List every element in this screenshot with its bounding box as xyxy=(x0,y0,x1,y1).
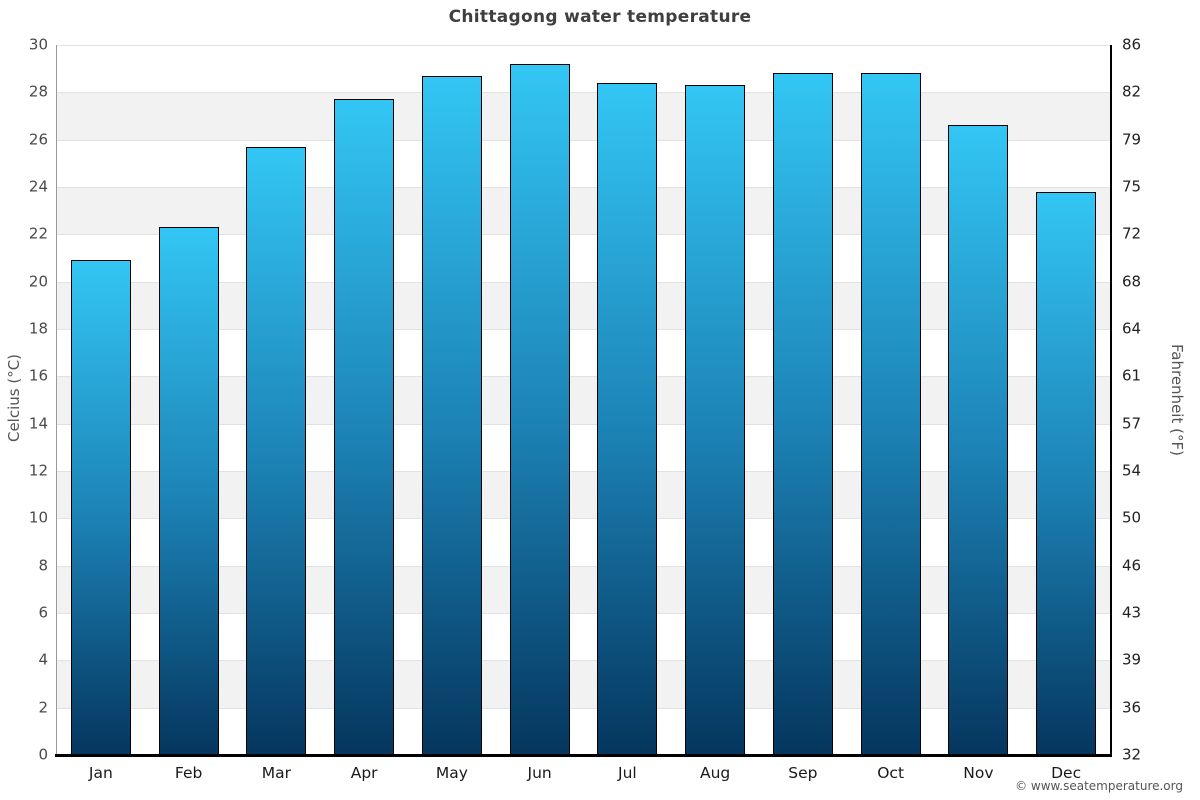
y-tick-label-fahrenheit: 68 xyxy=(1122,272,1142,291)
y-axis-line-left xyxy=(55,45,57,755)
gridline xyxy=(57,329,1110,330)
plot-band xyxy=(57,471,1110,519)
y-tick-label-fahrenheit: 36 xyxy=(1122,698,1142,717)
plot-band xyxy=(57,613,1110,661)
y-tick-label-celsius: 20 xyxy=(28,272,48,291)
gridline xyxy=(57,660,1110,661)
y-tick-label-celsius: 8 xyxy=(38,556,48,575)
y-tick-label-celsius: 26 xyxy=(28,130,48,149)
bar-may xyxy=(421,75,482,755)
gridline xyxy=(57,424,1110,425)
bar-jul xyxy=(597,82,658,755)
x-tick-label-may: May xyxy=(435,764,468,782)
y-tick-label-celsius: 18 xyxy=(28,319,48,338)
x-tick-label-jan: Jan xyxy=(88,764,113,782)
plot-band xyxy=(57,92,1110,140)
gridline xyxy=(57,471,1110,472)
y-tick-label-fahrenheit: 75 xyxy=(1122,177,1142,196)
plot-band xyxy=(57,187,1110,235)
plot-band xyxy=(57,329,1110,377)
y-tick-label-fahrenheit: 54 xyxy=(1122,461,1142,480)
gridline xyxy=(57,566,1110,567)
y-axis-title-fahrenheit: Fahrenheit (°F) xyxy=(1168,344,1186,456)
y-tick-label-celsius: 0 xyxy=(38,745,48,764)
y-tick-label-fahrenheit: 86 xyxy=(1122,35,1142,54)
x-tick-label-mar: Mar xyxy=(261,764,291,782)
y-tick-label-fahrenheit: 64 xyxy=(1122,319,1142,338)
gridline xyxy=(57,282,1110,283)
y-tick-label-celsius: 30 xyxy=(28,35,48,54)
gridline xyxy=(57,234,1110,235)
bar-jan xyxy=(70,260,131,755)
x-tick-label-jul: Jul xyxy=(618,764,637,782)
y-tick-label-celsius: 24 xyxy=(28,177,48,196)
x-tick-label-feb: Feb xyxy=(174,764,203,782)
y-tick-label-fahrenheit: 79 xyxy=(1122,130,1142,149)
plot-band xyxy=(57,707,1110,755)
gridline xyxy=(57,376,1110,377)
y-tick-label-fahrenheit: 50 xyxy=(1122,508,1142,527)
x-tick-label-oct: Oct xyxy=(877,764,905,782)
y-tick-label-celsius: 4 xyxy=(38,650,48,669)
bar-sep xyxy=(772,73,833,755)
plot-band xyxy=(57,518,1110,566)
plot-band xyxy=(57,45,1110,93)
x-tick-label-apr: Apr xyxy=(350,764,378,782)
y-tick-label-celsius: 6 xyxy=(38,603,48,622)
bar-oct xyxy=(860,73,921,755)
y-tick-label-celsius: 16 xyxy=(28,366,48,385)
bar-apr xyxy=(334,99,395,755)
bar-aug xyxy=(685,85,746,755)
gridline xyxy=(57,613,1110,614)
y-tick-label-fahrenheit: 57 xyxy=(1122,414,1142,433)
x-tick-label-aug: Aug xyxy=(699,764,731,782)
plot-band xyxy=(57,660,1110,708)
plot-band xyxy=(57,423,1110,471)
chart-title: Chittagong water temperature xyxy=(448,7,752,27)
y-tick-label-fahrenheit: 39 xyxy=(1122,650,1142,669)
plot-area xyxy=(57,45,1110,756)
gridline xyxy=(57,708,1110,709)
y-tick-label-celsius: 28 xyxy=(28,82,48,101)
y-tick-label-celsius: 22 xyxy=(28,224,48,243)
x-tick-label-dec: Dec xyxy=(1051,764,1082,782)
y-tick-label-celsius: 12 xyxy=(28,461,48,480)
plot-band xyxy=(57,281,1110,329)
x-axis-line xyxy=(55,754,1112,757)
y-tick-label-fahrenheit: 43 xyxy=(1122,603,1142,622)
gridline xyxy=(57,518,1110,519)
plot-band xyxy=(57,139,1110,187)
gridline xyxy=(57,140,1110,141)
y-axis-line-right xyxy=(1110,45,1112,757)
y-tick-label-fahrenheit: 82 xyxy=(1122,82,1142,101)
gridline xyxy=(57,92,1110,93)
bar-dec xyxy=(1036,191,1097,755)
y-tick-label-fahrenheit: 61 xyxy=(1122,366,1142,385)
y-tick-label-celsius: 14 xyxy=(28,414,48,433)
y-tick-label-fahrenheit: 46 xyxy=(1122,556,1142,575)
x-tick-label-jun: Jun xyxy=(527,764,552,782)
bar-mar xyxy=(246,146,307,755)
plot-band xyxy=(57,565,1110,613)
y-tick-label-fahrenheit: 72 xyxy=(1122,224,1142,243)
x-tick-label-nov: Nov xyxy=(963,764,994,782)
y-tick-label-celsius: 2 xyxy=(38,698,48,717)
bar-nov xyxy=(948,125,1009,755)
plot-band xyxy=(57,376,1110,424)
gridline xyxy=(57,45,1110,46)
y-tick-label-celsius: 10 xyxy=(28,508,48,527)
y-tick-label-fahrenheit: 32 xyxy=(1122,745,1142,764)
bar-jun xyxy=(509,63,570,755)
plot-band xyxy=(57,234,1110,282)
bar-feb xyxy=(158,227,219,755)
copyright-text: © www.seatemperature.org xyxy=(1015,779,1183,793)
gridline xyxy=(57,187,1110,188)
x-tick-label-sep: Sep xyxy=(788,764,818,782)
